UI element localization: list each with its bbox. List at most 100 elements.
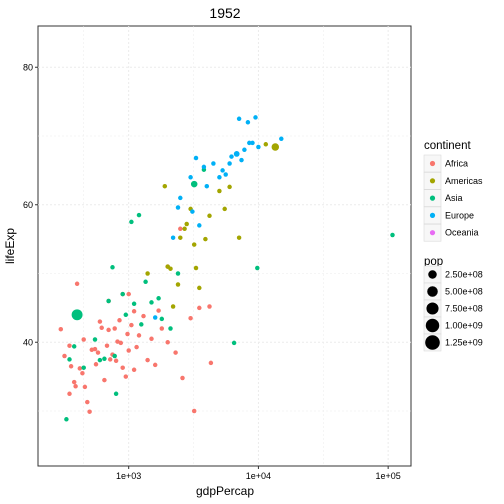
size-legend-items: 2.50e+08 5.00e+08 7.50e+08 1.00e+09 1.25e+09: [423, 265, 483, 352]
data-point-africa: [104, 343, 110, 348]
data-point-europe: [279, 136, 284, 142]
size-legend-title: pop: [424, 256, 443, 268]
data-point-americas: [236, 235, 242, 240]
data-point-africa: [67, 391, 72, 397]
data-point-africa: [95, 350, 101, 355]
data-point-asia: [231, 340, 237, 346]
data-point-africa: [74, 281, 80, 287]
data-point-europe: [239, 157, 244, 163]
data-point-africa: [197, 305, 202, 311]
data-point-africa: [131, 309, 137, 314]
data-point-asia: [97, 357, 103, 363]
data-point-americas: [178, 235, 183, 240]
data-point-africa: [178, 226, 183, 232]
data-point-europe: [223, 172, 228, 177]
data-point-asia: [136, 212, 142, 218]
data-point-asia: [175, 271, 181, 276]
data-point-asia: [190, 180, 198, 188]
data-point-africa: [82, 384, 88, 390]
data-point-europe: [229, 154, 234, 159]
data-point-africa: [106, 327, 111, 333]
data-point-africa: [125, 331, 130, 337]
data-point-asia: [106, 298, 111, 304]
data-point-africa: [129, 322, 134, 328]
data-point-africa: [68, 364, 74, 369]
data-point-europe: [188, 175, 193, 180]
data-point-americas: [145, 271, 150, 276]
data-point-europe: [245, 120, 251, 125]
data-point-asia: [149, 300, 154, 305]
data-point-europe: [247, 140, 252, 146]
size-legend-label: 5.00e+08: [445, 287, 483, 297]
color-legend-items: Africa Americas Asia Europe Oceania: [423, 154, 483, 242]
data-point-europe: [152, 315, 158, 320]
data-point-asia: [139, 322, 144, 327]
data-point-africa: [180, 375, 185, 381]
data-point-americas: [263, 142, 269, 147]
data-point-africa: [136, 333, 142, 338]
data-point-africa: [80, 370, 85, 376]
legend-key-americas: [429, 178, 436, 184]
data-point-africa: [62, 353, 67, 359]
data-point-europe: [250, 140, 255, 146]
data-point-africa: [99, 325, 104, 331]
data-point-africa: [134, 344, 139, 350]
data-point-africa: [191, 408, 197, 414]
data-point-americas: [162, 183, 168, 189]
legend-key-asia: [429, 195, 436, 201]
color-legend: continent Africa Americas Asia Europe Oceani…: [423, 140, 483, 242]
data-point-africa: [107, 357, 113, 362]
data-point-africa: [156, 308, 161, 313]
data-point-africa: [92, 346, 98, 352]
data-point-africa: [118, 340, 124, 346]
data-point-africa: [93, 362, 99, 367]
y-tick-label: 80: [23, 62, 33, 72]
data-point-asia: [71, 309, 83, 321]
x-tick-label: 1e+03: [116, 471, 141, 481]
data-point-africa: [126, 348, 131, 353]
x-axis-ticks: 1e+03 1e+04 1e+05: [116, 466, 401, 481]
data-point-europe: [170, 235, 176, 240]
data-points: [58, 115, 395, 422]
data-point-europe: [190, 209, 195, 214]
data-point-americas: [193, 265, 199, 271]
data-point-asia: [168, 326, 173, 331]
data-point-americas: [197, 285, 202, 291]
data-point-europe: [204, 183, 210, 189]
data-point-americas: [168, 266, 173, 271]
data-point-americas: [207, 213, 212, 219]
plot-panel: [37, 25, 412, 467]
data-point-asia: [156, 296, 161, 301]
data-point-asia: [102, 356, 107, 362]
data-point-africa: [117, 318, 122, 323]
data-point-africa: [207, 304, 212, 309]
data-point-europe: [220, 168, 225, 173]
size-legend-key: [425, 335, 440, 350]
data-point-africa: [123, 374, 129, 379]
data-point-europe: [217, 175, 222, 180]
data-point-asia: [64, 417, 69, 422]
data-point-africa: [131, 367, 137, 373]
legend-key-africa: [429, 160, 436, 167]
size-legend-key: [425, 318, 440, 333]
data-point-europe: [178, 195, 183, 201]
data-point-africa: [113, 358, 119, 364]
data-point-africa: [159, 326, 165, 331]
data-point-africa: [165, 340, 170, 345]
data-point-asia: [123, 312, 129, 318]
data-point-asia: [120, 291, 125, 297]
data-point-africa: [149, 336, 154, 342]
size-legend-label: 1.00e+09: [445, 321, 483, 331]
legend-label-americas: Americas: [445, 176, 483, 186]
data-point-africa: [87, 409, 92, 414]
legend-label-oceania: Oceania: [445, 228, 479, 238]
data-point-africa: [73, 384, 78, 389]
data-point-americas: [182, 226, 187, 232]
data-point-europe: [175, 205, 181, 210]
data-point-africa: [152, 362, 158, 368]
data-point-asia: [92, 337, 98, 342]
legend-key-europe: [429, 212, 436, 218]
legend-key-oceania: [429, 230, 436, 236]
data-point-americas: [222, 206, 227, 212]
